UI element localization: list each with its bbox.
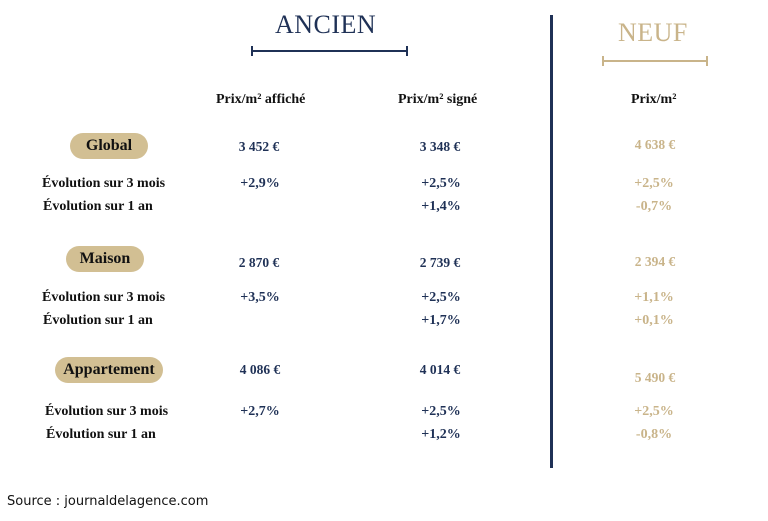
neuf-title: NEUF [618, 18, 688, 47]
appartement-evo3-neuf: +2,5% [634, 404, 674, 419]
maison-evo1-signe: +1,7% [421, 313, 461, 328]
maison-evo3-neuf: +1,1% [634, 290, 674, 305]
maison-evo1-neuf: +0,1% [634, 313, 674, 328]
appartement-evo1-signe: +1,2% [421, 427, 461, 442]
column-header-prix-affiche: Prix/m² affiché [216, 92, 306, 107]
maison-prix-signe: 2 739 € [419, 255, 461, 270]
maison-evo1-label: Évolution sur 1 an [43, 313, 153, 328]
maison-prix-affiche: 2 870 € [238, 255, 280, 270]
section-pill-appartement: Appartement [55, 357, 163, 383]
global-evo1-neuf: -0,7% [635, 199, 673, 214]
column-header-prix-signe: Prix/m² signé [398, 92, 478, 107]
vertical-divider [550, 15, 553, 468]
global-evo1-signe: +1,4% [421, 199, 461, 214]
ancien-underline [251, 46, 408, 56]
appartement-evo3-signe: +2,5% [421, 404, 461, 419]
column-header-prix-neuf: Prix/m² [631, 92, 677, 107]
global-prix-affiche: 3 452 € [238, 139, 280, 154]
global-prix-signe: 3 348 € [419, 139, 461, 154]
appartement-evo1-label: Évolution sur 1 an [46, 427, 156, 442]
global-evo3-neuf: +2,5% [634, 176, 674, 191]
section-pill-maison: Maison [66, 246, 144, 272]
appartement-prix-affiche: 4 086 € [239, 362, 281, 377]
global-evo3-signe: +2,5% [421, 176, 461, 191]
global-evo3-label: Évolution sur 3 mois [42, 176, 166, 191]
maison-prix-neuf: 2 394 € [634, 254, 676, 269]
appartement-prix-signe: 4 014 € [419, 362, 461, 377]
maison-evo3-affiche: +3,5% [240, 290, 280, 305]
global-evo3-affiche: +2,9% [240, 176, 280, 191]
global-evo1-label: Évolution sur 1 an [43, 199, 153, 214]
global-prix-neuf: 4 638 € [634, 137, 676, 152]
section-pill-global: Global [70, 133, 148, 159]
appartement-prix-neuf: 5 490 € [634, 370, 676, 385]
ancien-title: ANCIEN [275, 10, 377, 39]
appartement-evo1-neuf: -0,8% [635, 427, 673, 442]
maison-evo3-label: Évolution sur 3 mois [42, 290, 166, 305]
maison-evo3-signe: +2,5% [421, 290, 461, 305]
appartement-evo3-label: Évolution sur 3 mois [45, 404, 169, 419]
source-note: Source : journaldelagence.com [7, 494, 209, 509]
appartement-evo3-affiche: +2,7% [240, 404, 280, 419]
neuf-underline [602, 56, 708, 66]
